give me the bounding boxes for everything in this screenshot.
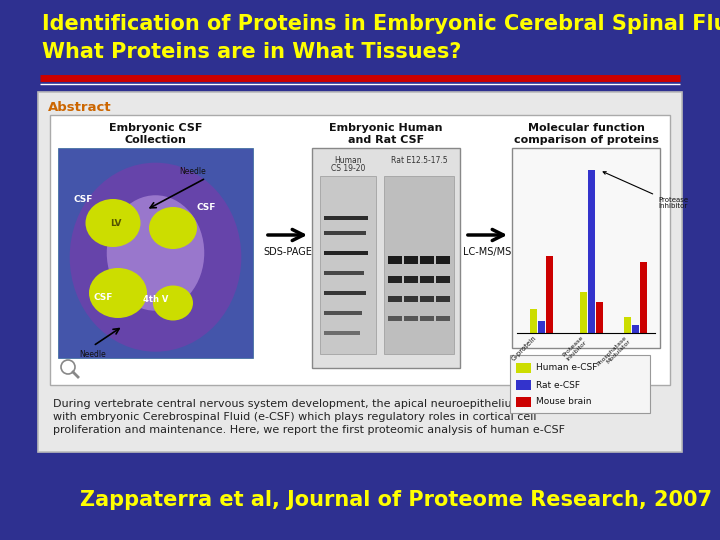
Bar <box>324 311 362 315</box>
Text: Protease
Inhibitor: Protease Inhibitor <box>603 172 688 210</box>
Bar <box>420 316 434 321</box>
Text: G-protein: G-protein <box>510 335 538 362</box>
Bar <box>512 148 660 348</box>
Bar <box>50 115 670 385</box>
Bar <box>436 316 450 321</box>
Bar <box>388 256 402 264</box>
Ellipse shape <box>107 195 204 310</box>
Bar <box>404 276 418 283</box>
Text: Rat e-CSF: Rat e-CSF <box>536 381 580 389</box>
Text: Molecular function: Molecular function <box>528 123 644 133</box>
Bar <box>632 325 639 333</box>
Bar <box>404 296 418 302</box>
Bar <box>324 231 366 235</box>
Ellipse shape <box>89 268 147 318</box>
Bar <box>384 176 454 354</box>
Bar <box>388 276 402 283</box>
Bar <box>404 256 418 264</box>
Bar <box>510 355 650 413</box>
Bar <box>420 256 434 264</box>
Text: Needle: Needle <box>179 167 206 176</box>
Text: Needle: Needle <box>80 350 107 359</box>
Bar <box>324 271 364 275</box>
Bar <box>312 148 460 368</box>
Text: Protease
Inhibitor: Protease Inhibitor <box>561 335 588 362</box>
Bar <box>588 170 595 333</box>
Bar <box>516 363 531 373</box>
Text: Embryonic Human: Embryonic Human <box>329 123 443 133</box>
Text: Collection: Collection <box>125 135 186 145</box>
Bar <box>38 92 682 452</box>
Text: Mouse brain: Mouse brain <box>536 397 592 407</box>
Text: CSF: CSF <box>73 195 93 205</box>
Bar <box>530 308 537 333</box>
Text: Identification of Proteins in Embryonic Cerebral Spinal Fluid—: Identification of Proteins in Embryonic … <box>42 14 720 34</box>
Bar <box>324 216 368 220</box>
Text: During vertebrate central nervous system development, the apical neuroepithelium: During vertebrate central nervous system… <box>53 399 577 409</box>
Bar <box>624 317 631 333</box>
Text: CS 19-20: CS 19-20 <box>330 164 365 173</box>
Text: 4th V: 4th V <box>143 295 168 305</box>
Bar <box>320 176 376 354</box>
Bar <box>388 316 402 321</box>
Text: Zappaterra et al, Journal of Proteome Research, 2007: Zappaterra et al, Journal of Proteome Re… <box>80 490 712 510</box>
Bar <box>404 316 418 321</box>
Text: CSF: CSF <box>197 204 216 213</box>
Text: Abstract: Abstract <box>48 101 112 114</box>
Text: Human e-CSF: Human e-CSF <box>536 363 598 373</box>
Text: Human: Human <box>334 156 362 165</box>
Bar <box>436 276 450 283</box>
Ellipse shape <box>149 207 197 249</box>
Text: comparison of proteins: comparison of proteins <box>513 135 658 145</box>
Bar <box>324 331 360 335</box>
Bar <box>58 148 253 358</box>
Text: CSF: CSF <box>94 294 113 302</box>
Bar <box>640 262 647 333</box>
Bar <box>324 251 368 255</box>
Bar <box>420 276 434 283</box>
Bar <box>516 397 531 407</box>
Bar <box>596 302 603 333</box>
Ellipse shape <box>153 286 193 321</box>
Text: LC-MS/MS: LC-MS/MS <box>464 247 512 257</box>
Bar <box>436 296 450 302</box>
Text: What Proteins are in What Tissues?: What Proteins are in What Tissues? <box>42 42 462 62</box>
Bar <box>516 380 531 390</box>
Bar <box>546 255 553 333</box>
Ellipse shape <box>86 199 140 247</box>
Bar <box>420 296 434 302</box>
Text: Embryonic CSF: Embryonic CSF <box>109 123 202 133</box>
Text: with embryonic Cerebrospinal Fluid (e-CSF) which plays regulatory roles in corti: with embryonic Cerebrospinal Fluid (e-CS… <box>53 412 536 422</box>
Text: Rat E12.5-17.5: Rat E12.5-17.5 <box>391 156 447 165</box>
Text: and Rat CSF: and Rat CSF <box>348 135 424 145</box>
Bar <box>538 321 545 333</box>
Bar <box>580 292 587 333</box>
Text: SDS-PAGE: SDS-PAGE <box>263 247 312 257</box>
Text: LV: LV <box>110 219 122 227</box>
Circle shape <box>61 360 75 374</box>
Bar <box>436 256 450 264</box>
Text: proliferation and maintenance. Here, we report the first proteomic analysis of h: proliferation and maintenance. Here, we … <box>53 425 565 435</box>
Text: Phosphatase
Modulator: Phosphatase Modulator <box>596 335 632 371</box>
Bar <box>388 296 402 302</box>
Bar <box>324 291 366 295</box>
Ellipse shape <box>70 163 241 352</box>
